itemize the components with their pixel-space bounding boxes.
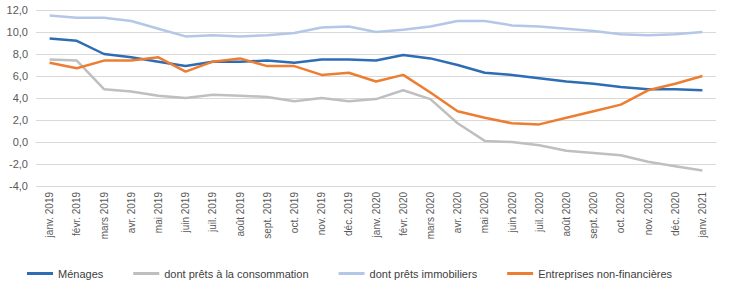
svg-text:déc. 2019: déc. 2019 (343, 192, 354, 236)
svg-text:Entreprises non-financières: Entreprises non-financières (538, 268, 672, 280)
svg-text:févr. 2020: févr. 2020 (398, 192, 409, 236)
svg-text:août 2020: août 2020 (561, 192, 572, 237)
svg-text:avr. 2020: avr. 2020 (452, 192, 463, 234)
svg-text:mai 2019: mai 2019 (153, 192, 164, 234)
svg-text:juin 2020: juin 2020 (507, 192, 518, 234)
svg-text:dont prêts immobiliers: dont prêts immobiliers (370, 268, 478, 280)
svg-text:8,0: 8,0 (13, 48, 28, 60)
svg-text:juil. 2020: juil. 2020 (534, 192, 545, 233)
svg-text:sept. 2019: sept. 2019 (262, 192, 273, 239)
svg-text:févr. 2019: févr. 2019 (71, 192, 82, 236)
svg-text:nov. 2020: nov. 2020 (643, 192, 654, 236)
svg-text:dont prêts à la consommation: dont prêts à la consommation (164, 268, 308, 280)
svg-text:-2,0: -2,0 (9, 158, 28, 170)
svg-text:juil. 2019: juil. 2019 (207, 192, 218, 233)
svg-text:2,0: 2,0 (13, 114, 28, 126)
svg-text:sept. 2020: sept. 2020 (588, 192, 599, 239)
svg-text:déc. 2020: déc. 2020 (670, 192, 681, 236)
svg-text:août 2019: août 2019 (235, 192, 246, 237)
svg-text:0,0: 0,0 (13, 136, 28, 148)
svg-text:avr. 2019: avr. 2019 (126, 192, 137, 234)
svg-text:oct. 2019: oct. 2019 (289, 192, 300, 234)
svg-text:oct. 2020: oct. 2020 (615, 192, 626, 234)
svg-text:janv. 2020: janv. 2020 (371, 192, 382, 239)
svg-text:mai 2020: mai 2020 (479, 192, 490, 234)
svg-text:janv. 2021: janv. 2021 (697, 192, 708, 239)
svg-text:4,0: 4,0 (13, 92, 28, 104)
svg-text:10,0: 10,0 (7, 26, 28, 38)
svg-text:nov. 2019: nov. 2019 (316, 192, 327, 236)
svg-text:janv. 2019: janv. 2019 (44, 192, 55, 239)
svg-text:-4,0: -4,0 (9, 180, 28, 192)
svg-text:juin 2019: juin 2019 (180, 192, 191, 234)
svg-text:mars 2019: mars 2019 (99, 192, 110, 240)
svg-text:6,0: 6,0 (13, 70, 28, 82)
svg-text:12,0: 12,0 (7, 4, 28, 16)
svg-text:Ménages: Ménages (58, 268, 104, 280)
svg-text:mars 2020: mars 2020 (425, 192, 436, 240)
